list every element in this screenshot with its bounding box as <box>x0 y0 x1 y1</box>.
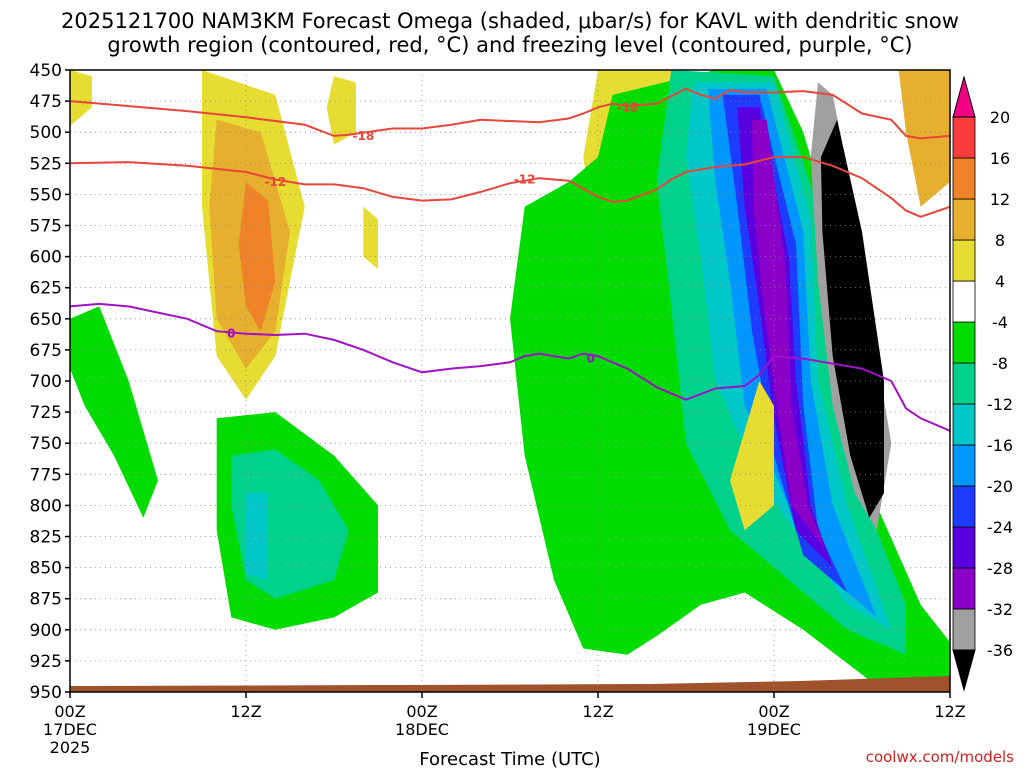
y-tick-label: 800 <box>30 496 62 516</box>
grid <box>70 70 950 692</box>
colorbar: -36 -32 -28 -24 -20 -16 -12 -8 -4 4 8 12 16 20 <box>952 75 1013 692</box>
colorbar-swatch <box>952 362 976 405</box>
y-tick-label: 525 <box>30 154 62 174</box>
colorbar-tick-label: -20 <box>987 477 1013 496</box>
colorbar-swatch <box>952 444 976 487</box>
x-tick-label: 00Z <box>406 702 437 721</box>
y-tick-label: 475 <box>30 92 62 112</box>
y-tick-label: 550 <box>30 185 62 205</box>
contour-line-1 <box>69 156 951 218</box>
colorbar-tick-label: -12 <box>987 395 1013 414</box>
omega-region-18 <box>363 206 378 269</box>
contour-label: -12 <box>514 172 536 186</box>
omega-region-14 <box>820 119 884 518</box>
terrain <box>70 676 950 692</box>
y-tick-label: 850 <box>30 559 62 579</box>
omega-region-17 <box>730 381 774 531</box>
contour-label: -18 <box>616 100 638 114</box>
y-tick-label: 925 <box>30 652 62 672</box>
colorbar-tick-label: -28 <box>987 559 1013 578</box>
y-tick-label: 750 <box>30 434 62 454</box>
y-tick-label: 700 <box>30 372 62 392</box>
y-tick-label: 500 <box>30 123 62 143</box>
colorbar-tick-label: -32 <box>987 600 1013 619</box>
omega-region-22 <box>246 493 268 580</box>
colorbar-swatch <box>952 485 976 528</box>
x-axis-label: Forecast Time (UTC) <box>419 749 600 768</box>
colorbar-tick-label: 12 <box>990 190 1010 209</box>
y-tick-label: 675 <box>30 341 62 361</box>
colorbar-tick-label: -8 <box>992 354 1008 373</box>
colorbar-tick-label: 20 <box>990 108 1010 127</box>
colorbar-swatch <box>952 403 976 446</box>
colorbar-swatch <box>952 526 976 569</box>
contour-line-2 <box>69 302 951 432</box>
temperature-contours: -18 -18 -12 -12 0 0 <box>69 87 951 432</box>
omega-region-3 <box>70 70 92 126</box>
contour-line-0 <box>69 87 951 140</box>
colorbar-tick-label: 4 <box>995 272 1005 291</box>
x-tick-label: 12Z <box>934 702 965 721</box>
colorbar-swatch <box>952 198 976 241</box>
y-tick-label: 575 <box>30 217 62 237</box>
x-tick-label: 00Z <box>54 702 85 721</box>
y-axis: 450 475 500 525 550 575 600 625 650 675 700 725 750 7… <box>30 61 70 703</box>
colorbar-swatch <box>952 116 976 159</box>
x-tick-date: 17DEC <box>43 720 97 739</box>
colorbar-swatch <box>952 157 976 200</box>
colorbar-swatch <box>952 239 976 282</box>
y-tick-label: 875 <box>30 590 62 610</box>
omega-region-19 <box>70 306 158 518</box>
contour-label: 0 <box>227 327 235 341</box>
omega-region-4 <box>326 76 356 145</box>
y-tick-label: 725 <box>30 403 62 423</box>
plot-area: -18 -18 -12 -12 0 0 <box>69 69 951 693</box>
x-tick-label: 00Z <box>758 702 789 721</box>
colorbar-swatch <box>952 280 976 323</box>
colorbar-min-arrow <box>952 649 976 692</box>
y-tick-label: 600 <box>30 248 62 268</box>
y-tick-label: 625 <box>30 279 62 299</box>
omega-region-2 <box>238 182 276 332</box>
contour-label: 0 <box>586 352 594 366</box>
x-tick-date: 18DEC <box>395 720 449 739</box>
y-tick-label: 950 <box>30 683 62 703</box>
x-tick-label: 12Z <box>230 702 261 721</box>
y-tick-label: 650 <box>30 310 62 330</box>
colorbar-swatch <box>952 567 976 610</box>
colorbar-tick-label: -36 <box>987 641 1013 660</box>
y-tick-label: 825 <box>30 528 62 548</box>
contour-label: -18 <box>352 129 374 143</box>
colorbar-tick-label: 8 <box>995 231 1005 250</box>
chart-title-line-1: 2025121700 NAM3KM Forecast Omega (shaded… <box>61 9 959 33</box>
y-tick-label: 900 <box>30 621 62 641</box>
colorbar-tick-label: -24 <box>987 518 1013 537</box>
colorbar-tick-label: -4 <box>992 313 1008 332</box>
terrain-ground <box>70 676 950 692</box>
contour-label: -12 <box>264 175 286 189</box>
y-tick-label: 450 <box>30 61 62 81</box>
chart-title-line-2: growth region (contoured, red, °C) and f… <box>107 33 912 57</box>
colorbar-swatch <box>952 321 976 364</box>
omega-region-12 <box>752 119 826 549</box>
x-tick-date: 19DEC <box>747 720 801 739</box>
x-tick-label: 12Z <box>582 702 613 721</box>
colorbar-tick-label: -16 <box>987 436 1013 455</box>
credit-text: coolwx.com/models <box>866 748 1014 766</box>
y-tick-label: 775 <box>30 465 62 485</box>
x-tick-year: 2025 <box>50 738 91 757</box>
colorbar-max-arrow <box>952 75 976 118</box>
colorbar-tick-label: 16 <box>990 149 1010 168</box>
colorbar-swatch <box>952 608 976 651</box>
